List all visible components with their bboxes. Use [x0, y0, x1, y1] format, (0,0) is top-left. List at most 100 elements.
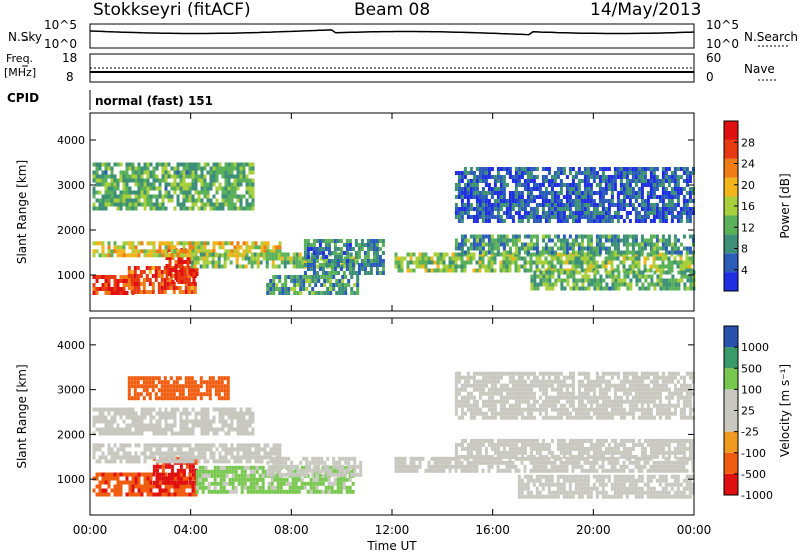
power-cell	[541, 215, 545, 219]
velocity-cell	[188, 472, 192, 477]
velocity-cell	[149, 484, 153, 489]
power-cell	[421, 252, 425, 257]
power-cell	[475, 211, 479, 215]
power-cell	[646, 195, 650, 199]
velocity-cell	[188, 468, 192, 473]
power-cell	[526, 199, 530, 203]
power-cell	[514, 250, 518, 255]
velocity-cell	[255, 481, 259, 486]
power-cell	[596, 282, 600, 287]
velocity-cell	[284, 460, 288, 465]
power-cell	[472, 183, 476, 187]
power-cell	[577, 250, 581, 255]
power-cell	[580, 203, 584, 207]
power-cell	[551, 274, 555, 279]
power-cell	[622, 167, 626, 171]
power-cell	[330, 267, 334, 271]
power-cell	[668, 278, 672, 283]
power-cell	[541, 250, 545, 255]
power-cell	[658, 199, 662, 203]
power-cell	[151, 266, 155, 270]
power-cell	[580, 179, 584, 183]
velocity-cell	[236, 443, 240, 448]
power-cell	[327, 251, 331, 255]
velocity-cell	[176, 468, 180, 473]
power-cell	[457, 195, 461, 199]
velocity-cell	[213, 465, 217, 470]
velocity-cell	[213, 473, 217, 478]
power-cell	[336, 263, 340, 267]
power-cell	[613, 256, 617, 261]
power-cell	[418, 252, 422, 257]
power-cell	[562, 203, 566, 207]
power-cell	[113, 162, 117, 167]
velocity-cell	[101, 472, 105, 477]
power-cell	[547, 191, 551, 195]
power-cell	[116, 182, 120, 187]
velocity-cell	[487, 468, 491, 473]
power-cell	[493, 175, 497, 179]
power-cell	[134, 253, 138, 258]
power-cell	[164, 170, 168, 175]
power-cell	[445, 264, 449, 269]
velocity-cell	[209, 447, 213, 452]
velocity-cell	[583, 478, 587, 483]
velocity-cell	[652, 450, 656, 455]
power-cell	[133, 278, 137, 282]
power-cell	[508, 250, 512, 255]
velocity-cell	[131, 488, 135, 493]
velocity-cell	[496, 438, 500, 443]
power-cell	[127, 270, 131, 274]
power-cell	[173, 190, 177, 195]
power-cell	[253, 256, 257, 261]
power-cell	[670, 175, 674, 179]
velocity-cell	[276, 489, 280, 494]
power-cell	[589, 175, 593, 179]
power-cell	[223, 260, 227, 265]
power-cell	[191, 174, 195, 179]
power-cell	[160, 286, 164, 290]
power-cell	[242, 249, 246, 254]
power-cell	[560, 278, 564, 283]
velocity-cell	[454, 450, 458, 455]
power-cell	[541, 211, 545, 215]
power-cell	[532, 260, 536, 265]
power-cell	[583, 215, 587, 219]
power-cell	[119, 287, 123, 291]
power-cell	[173, 166, 177, 171]
power-cell	[577, 195, 581, 199]
power-cell	[664, 171, 668, 175]
velocity-cell	[225, 465, 229, 470]
power-cell	[206, 241, 210, 246]
power-cell	[188, 249, 192, 254]
power-cell	[206, 170, 210, 175]
power-cell	[317, 275, 321, 279]
power-cell	[670, 268, 674, 273]
velocity-cell	[676, 450, 680, 455]
power-cell	[321, 267, 325, 271]
power-colorbar-segment	[724, 121, 738, 140]
power-cell	[541, 238, 545, 243]
power-cell	[565, 187, 569, 191]
velocity-cell	[167, 464, 171, 469]
power-cell	[457, 191, 461, 195]
power-cell	[668, 282, 672, 287]
power-cell	[505, 264, 509, 269]
power-cell	[625, 238, 629, 243]
power-cell	[116, 178, 120, 183]
velocity-cell	[667, 460, 671, 465]
power-cell	[655, 167, 659, 171]
power-cell	[460, 219, 464, 223]
velocity-cell	[583, 438, 587, 443]
velocity-cell	[616, 486, 620, 491]
power-cell	[318, 239, 322, 243]
velocity-cell	[607, 474, 611, 479]
velocity-cell	[541, 446, 545, 451]
power-cell	[351, 267, 355, 271]
power-cell	[366, 271, 370, 275]
velocity-cell	[544, 454, 548, 459]
power-cell	[676, 195, 680, 199]
velocity-cell	[532, 494, 536, 499]
power-cell	[508, 211, 512, 215]
power-cell	[424, 252, 428, 257]
